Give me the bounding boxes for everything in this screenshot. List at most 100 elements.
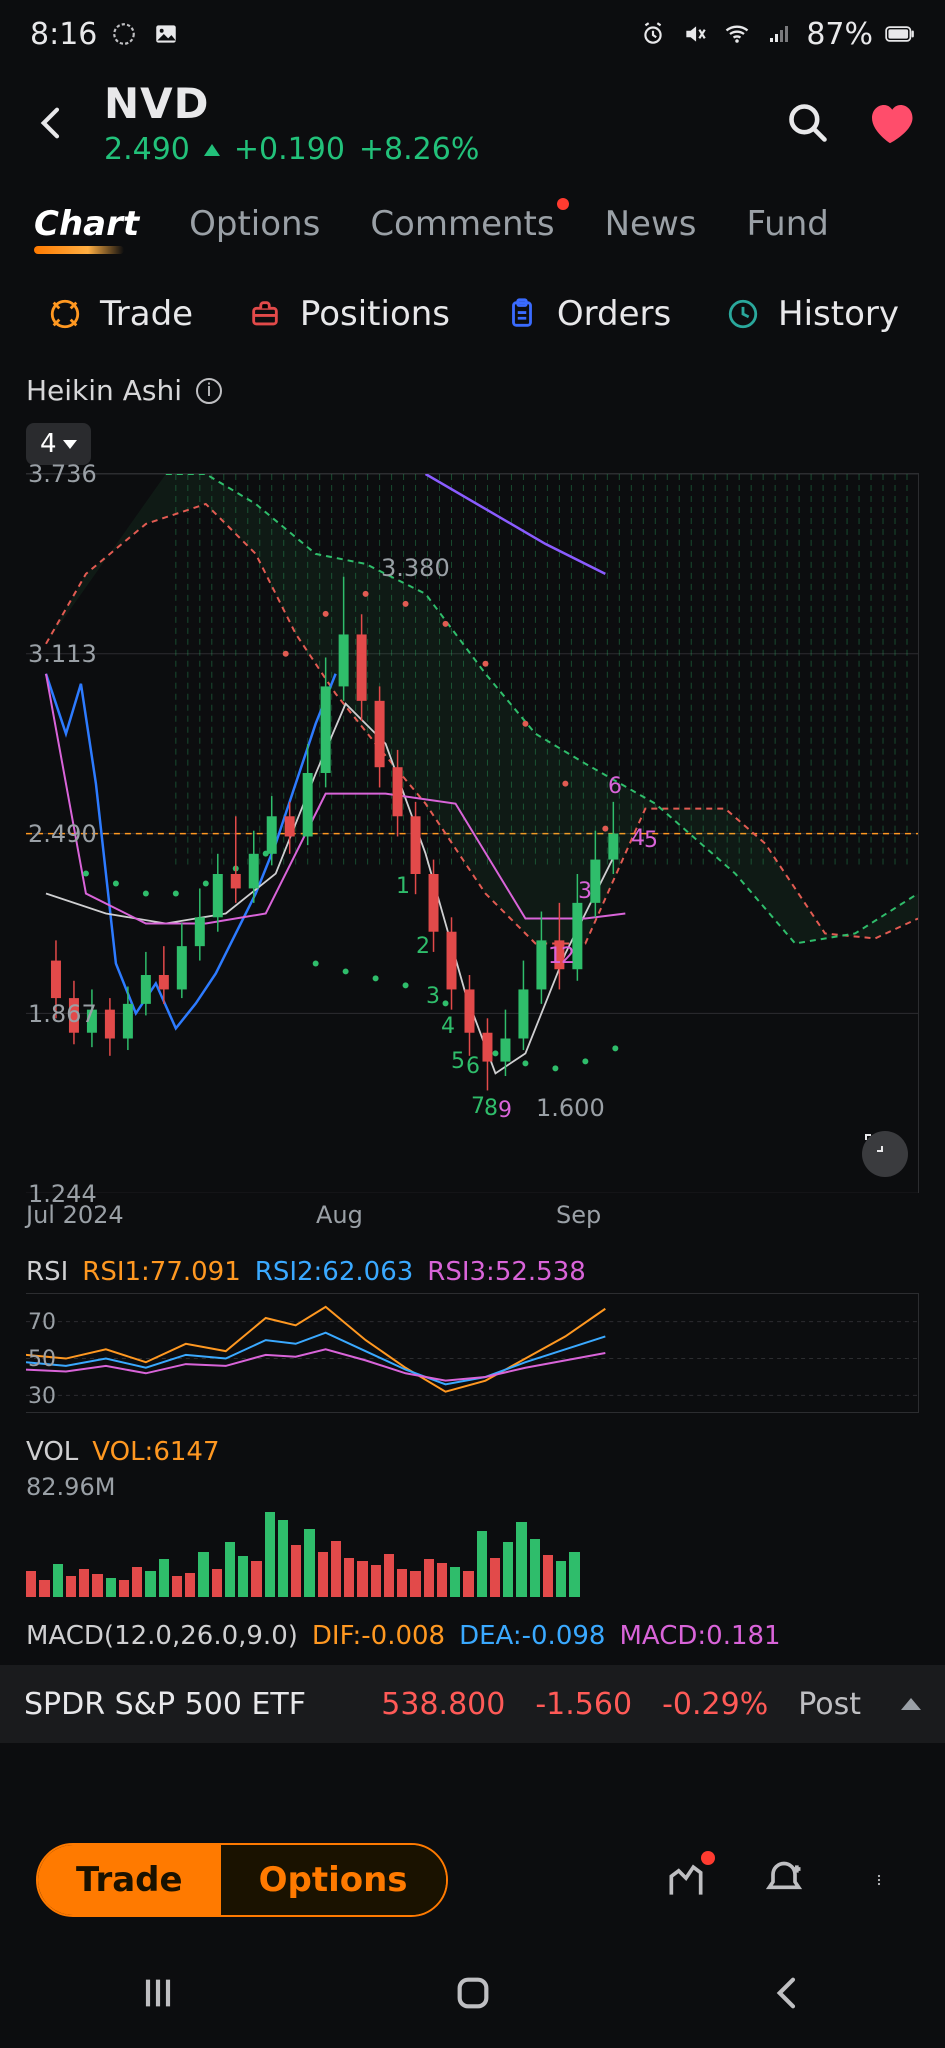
vol-bar xyxy=(238,1556,248,1597)
count-annotation: 3 xyxy=(578,879,592,904)
vol-bar xyxy=(410,1571,420,1597)
chevron-up-icon xyxy=(901,1698,921,1710)
etf-ticker-bar[interactable]: SPDR S&P 500 ETF 538.800 -1.560 -0.29% P… xyxy=(0,1665,945,1743)
y-axis-label: 3.736 xyxy=(28,460,97,488)
vol-bar xyxy=(278,1520,288,1597)
expand-chart-button[interactable] xyxy=(862,1131,908,1177)
rsi-y-label: 70 xyxy=(28,1310,56,1335)
vol-bar xyxy=(437,1563,447,1597)
vol-bar xyxy=(79,1569,89,1597)
vol-bar xyxy=(159,1559,169,1597)
vol-bar xyxy=(172,1576,182,1597)
vol-bar xyxy=(344,1558,354,1597)
badge-dot xyxy=(557,198,569,210)
price-annotation: 1.600 xyxy=(536,1094,605,1122)
count-annotation: 2 xyxy=(416,934,430,959)
macd-value: DEA:-0.098 xyxy=(459,1621,605,1651)
tab-bar: Chart Options Comments News Fund xyxy=(0,178,945,270)
analytics-button[interactable] xyxy=(659,1853,713,1907)
vol-bar xyxy=(53,1564,63,1597)
tab-fund[interactable]: Fund xyxy=(746,204,828,244)
image-icon xyxy=(151,19,181,49)
timeframe-selector[interactable]: 4 xyxy=(26,423,91,465)
vol-bar xyxy=(145,1571,155,1597)
options-button[interactable]: Options xyxy=(221,1845,446,1915)
subtab-positions[interactable]: Positions xyxy=(246,294,450,334)
back-button[interactable] xyxy=(28,99,76,147)
subtab-history[interactable]: History xyxy=(724,294,899,334)
vol-bar xyxy=(119,1580,129,1597)
rsi-value: RSI1:77.091 xyxy=(82,1257,241,1287)
signal-icon xyxy=(764,19,794,49)
status-time: 8:16 xyxy=(30,17,97,52)
rsi-header: RSI RSI1:77.091RSI2:62.063RSI3:52.538 xyxy=(26,1257,919,1287)
home-button[interactable] xyxy=(449,1969,497,2017)
loading-icon xyxy=(109,19,139,49)
x-axis-label: Jul 2024 xyxy=(26,1201,124,1229)
vol-bar xyxy=(516,1522,526,1597)
subtab-trade[interactable]: Trade xyxy=(46,294,193,334)
price-change-pct: +8.26% xyxy=(359,132,479,167)
vol-bar xyxy=(212,1569,222,1597)
rsi-chart[interactable]: 705030 xyxy=(26,1293,919,1413)
wifi-icon xyxy=(722,19,752,49)
vol-bar xyxy=(304,1529,314,1597)
vol-bar xyxy=(357,1561,367,1597)
y-axis-label: 2.490 xyxy=(28,820,97,848)
trade-options-pill: Trade Options xyxy=(36,1843,448,1917)
more-button[interactable] xyxy=(855,1853,909,1907)
price-line: 2.490 +0.190 +8.26% xyxy=(104,132,753,167)
vol-bar xyxy=(450,1567,460,1597)
macd-value: MACD:0.181 xyxy=(619,1621,780,1651)
favorite-button[interactable] xyxy=(863,96,917,150)
vol-chart[interactable]: 82.96M xyxy=(26,1473,919,1593)
vol-bar xyxy=(39,1580,49,1597)
tab-options[interactable]: Options xyxy=(189,204,320,244)
bottom-action-bar: Trade Options xyxy=(0,1822,945,1938)
y-axis-label: 3.113 xyxy=(28,640,97,668)
clock-icon xyxy=(724,295,762,333)
tab-news[interactable]: News xyxy=(605,204,697,244)
count-annotation: 6 xyxy=(608,774,622,799)
alerts-button[interactable] xyxy=(757,1853,811,1907)
y-axis-label: 1.867 xyxy=(28,1000,97,1028)
vol-bar xyxy=(503,1542,513,1597)
count-annotation: 8 xyxy=(484,1096,498,1121)
vol-bar xyxy=(490,1558,500,1597)
etf-price: 538.800 xyxy=(381,1687,505,1722)
tab-comments[interactable]: Comments xyxy=(370,204,554,244)
count-annotation: 6 xyxy=(466,1054,480,1079)
vol-bar xyxy=(530,1539,540,1597)
tab-chart[interactable]: Chart xyxy=(34,204,139,244)
alarm-icon xyxy=(638,19,668,49)
chart-type-label[interactable]: Heikin Ashi i xyxy=(26,374,919,407)
count-annotation: 3 xyxy=(426,984,440,1009)
vol-bar xyxy=(265,1512,275,1597)
price-chart[interactable]: 3.7363.1132.4901.8671.2443.3801.60012345… xyxy=(26,473,919,1193)
vol-bar xyxy=(569,1552,579,1597)
recents-button[interactable] xyxy=(134,1969,182,2017)
count-annotation: 9 xyxy=(498,1098,512,1123)
count-annotation: 2 xyxy=(561,944,575,969)
rsi-value: RSI2:62.063 xyxy=(255,1257,414,1287)
mute-icon xyxy=(680,19,710,49)
rsi-y-label: 50 xyxy=(28,1347,56,1372)
subtab-orders[interactable]: Orders xyxy=(503,294,671,334)
vol-bar xyxy=(291,1545,301,1597)
vol-bar xyxy=(251,1561,261,1597)
vol-bar xyxy=(198,1552,208,1597)
clipboard-icon xyxy=(503,295,541,333)
info-icon[interactable]: i xyxy=(196,378,222,404)
vol-value: VOL:6147 xyxy=(92,1437,219,1467)
back-nav-button[interactable] xyxy=(764,1969,812,2017)
target-icon xyxy=(46,295,84,333)
macd-value: DIF:-0.008 xyxy=(312,1621,445,1651)
vol-bar xyxy=(318,1552,328,1597)
etf-name: SPDR S&P 500 ETF xyxy=(24,1687,306,1722)
trade-button[interactable]: Trade xyxy=(38,1845,221,1915)
x-axis-label: Aug xyxy=(316,1201,363,1229)
price-change-abs: +0.190 xyxy=(234,132,345,167)
vol-header: VOL VOL:6147 xyxy=(26,1437,919,1467)
search-button[interactable] xyxy=(781,96,835,150)
briefcase-icon xyxy=(246,295,284,333)
